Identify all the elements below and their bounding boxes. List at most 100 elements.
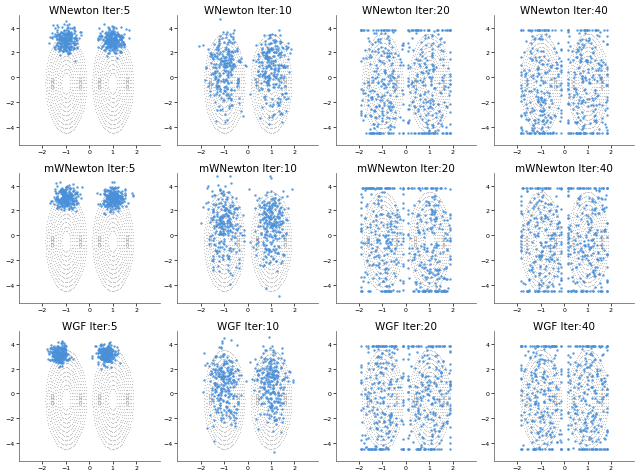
Point xyxy=(430,377,440,384)
Point xyxy=(231,380,241,388)
Point xyxy=(360,245,371,252)
Point xyxy=(443,245,453,252)
Point xyxy=(253,227,264,235)
Point xyxy=(200,252,210,260)
Point xyxy=(536,108,547,115)
Point xyxy=(584,415,595,422)
Point xyxy=(599,387,609,394)
Point xyxy=(54,379,64,387)
Point xyxy=(235,214,245,221)
Point xyxy=(524,209,534,217)
Point xyxy=(597,233,607,241)
Point xyxy=(211,427,221,435)
Point xyxy=(65,416,76,424)
Point xyxy=(392,208,402,216)
Point xyxy=(403,211,413,218)
Point xyxy=(253,255,263,263)
Point xyxy=(275,89,285,97)
Point xyxy=(100,34,111,42)
Point xyxy=(228,369,238,377)
Point xyxy=(411,397,421,405)
Point xyxy=(596,117,606,125)
Point xyxy=(118,93,128,100)
Point xyxy=(233,268,243,275)
Point xyxy=(543,193,554,200)
Point xyxy=(207,217,217,225)
Point xyxy=(523,88,533,96)
Point xyxy=(417,117,427,124)
Point xyxy=(586,345,596,352)
Point xyxy=(60,43,70,51)
Point xyxy=(271,246,281,253)
Point xyxy=(533,94,543,102)
Point xyxy=(420,275,431,283)
Point xyxy=(538,215,548,223)
Point xyxy=(286,235,296,242)
Point xyxy=(107,355,117,363)
Point xyxy=(357,397,367,405)
Point xyxy=(262,208,272,215)
Point xyxy=(255,432,265,439)
Point xyxy=(360,74,371,81)
Point xyxy=(51,383,61,391)
Point xyxy=(121,275,131,283)
Point xyxy=(120,77,131,84)
Point xyxy=(527,258,538,266)
Point xyxy=(387,229,397,237)
Point xyxy=(248,57,258,65)
Point xyxy=(595,238,605,246)
Point xyxy=(431,285,441,292)
Point xyxy=(120,119,131,127)
Point xyxy=(114,354,124,361)
Point xyxy=(522,360,532,368)
Point xyxy=(536,254,546,261)
Point xyxy=(377,359,387,367)
Point xyxy=(434,343,444,350)
Point xyxy=(202,219,212,227)
Point xyxy=(267,225,277,232)
Point xyxy=(378,261,388,269)
Point xyxy=(206,391,216,399)
Point xyxy=(563,63,573,71)
Point xyxy=(70,48,81,55)
Point xyxy=(70,65,81,73)
Point xyxy=(437,107,447,114)
Point xyxy=(367,49,377,56)
Point xyxy=(102,257,112,265)
Point xyxy=(46,388,56,396)
Point xyxy=(209,96,220,103)
Point xyxy=(127,226,138,233)
Point xyxy=(271,220,282,228)
Point xyxy=(380,129,390,137)
Point xyxy=(571,84,581,91)
Point xyxy=(518,49,529,57)
Point xyxy=(286,389,296,397)
Point xyxy=(206,401,216,408)
Point xyxy=(52,262,62,270)
Point xyxy=(93,397,103,405)
Point xyxy=(425,270,435,278)
Point xyxy=(54,407,64,414)
Point xyxy=(556,277,566,284)
Point xyxy=(428,412,438,420)
Point xyxy=(232,399,243,407)
Point xyxy=(548,391,559,398)
Point xyxy=(543,364,553,372)
Point xyxy=(375,39,385,47)
Point xyxy=(520,84,531,92)
Point xyxy=(440,102,451,109)
Point xyxy=(567,429,577,437)
Point xyxy=(602,408,612,416)
Point xyxy=(63,364,74,372)
Point xyxy=(415,283,426,290)
Point xyxy=(221,85,232,92)
Point xyxy=(202,209,212,217)
Point xyxy=(365,94,376,102)
Point xyxy=(589,221,600,228)
Point xyxy=(253,240,263,248)
Point xyxy=(540,208,550,216)
Point xyxy=(52,351,63,358)
Point xyxy=(255,387,265,394)
Point xyxy=(58,220,68,228)
Point xyxy=(538,439,548,447)
